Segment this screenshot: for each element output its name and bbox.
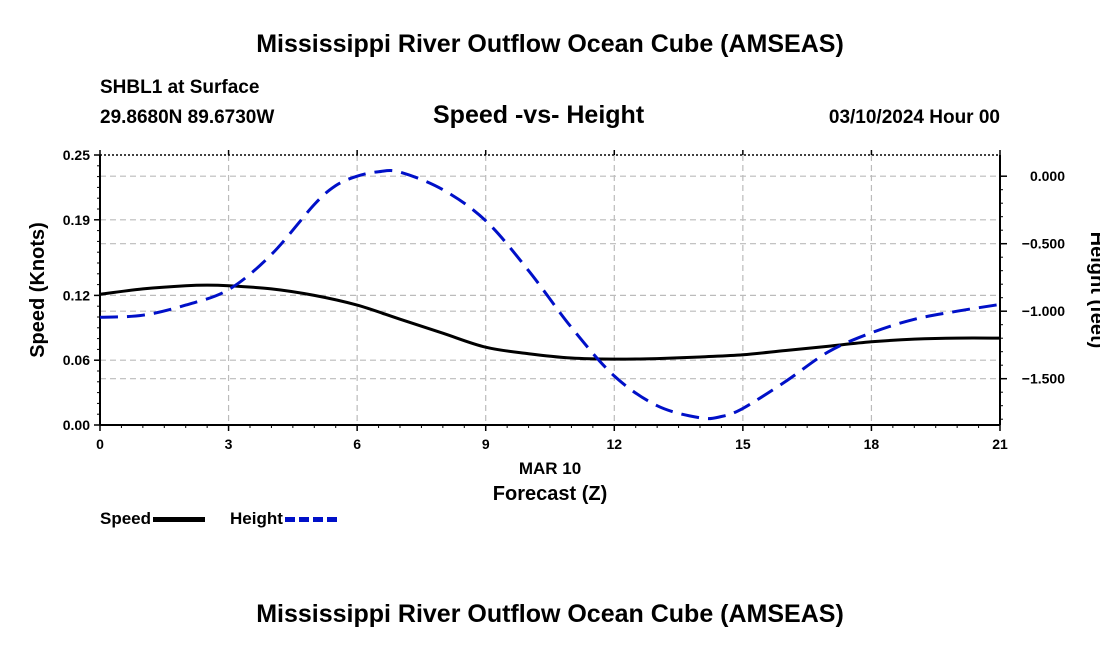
main-title: Mississippi River Outflow Ocean Cube (AM… — [256, 30, 844, 58]
legend-speed: Speed — [100, 509, 206, 529]
grid — [100, 155, 1000, 425]
ticks: 0 3 6 9 12 15 18 21 0.00 0.06 0.12 0.19 0.25 0.000 −0.… — [63, 147, 1065, 452]
legend-height-swatch — [284, 516, 337, 522]
y-right-axis-title: Height (feet) — [1086, 232, 1100, 349]
chart-title: Speed -vs- Height — [433, 101, 645, 129]
series-line-height — [99, 169, 1001, 421]
x-tick-label: 15 — [735, 436, 751, 452]
y-left-tick-label: 0.25 — [63, 147, 90, 163]
x-axis-date-label: MAR 10 — [519, 459, 581, 478]
x-tick-label: 0 — [96, 436, 104, 452]
footer-repeat-title: Mississippi River Outflow Ocean Cube (AM… — [256, 600, 844, 628]
y-left-tick-label: 0.19 — [63, 212, 90, 228]
y-left-tick-label: 0.06 — [63, 352, 90, 368]
y-right-tick-label: 0.000 — [1030, 168, 1065, 184]
x-tick-label: 21 — [992, 436, 1008, 452]
y-left-tick-label: 0.12 — [63, 287, 90, 303]
y-right-tick-label: −1.000 — [1022, 303, 1065, 319]
x-tick-label: 18 — [864, 436, 880, 452]
legend-height-label: Height — [230, 509, 283, 528]
x-tick-label: 6 — [353, 436, 361, 452]
x-axis-title: Forecast (Z) — [493, 483, 607, 505]
x-tick-label: 9 — [482, 436, 490, 452]
plot-frame — [99, 154, 1001, 426]
legend-speed-label: Speed — [100, 509, 152, 528]
legend-height: Height — [230, 509, 337, 529]
series — [99, 169, 1001, 421]
coordinates-label: 29.8680N 89.6730W — [100, 107, 275, 128]
x-tick-label: 3 — [225, 436, 233, 452]
y-left-tick-label: 0.00 — [63, 417, 90, 433]
station-label: SHBL1 at Surface — [100, 77, 260, 98]
x-tick-label: 12 — [606, 436, 622, 452]
y-right-tick-label: −0.500 — [1022, 236, 1065, 252]
series-line-speed — [99, 283, 1001, 361]
datetime-label: 03/10/2024 Hour 00 — [828, 107, 1000, 128]
y-left-axis-title: Speed (Knots) — [27, 222, 49, 358]
legend-speed-swatch — [153, 516, 206, 522]
y-right-tick-label: −1.500 — [1022, 371, 1065, 387]
